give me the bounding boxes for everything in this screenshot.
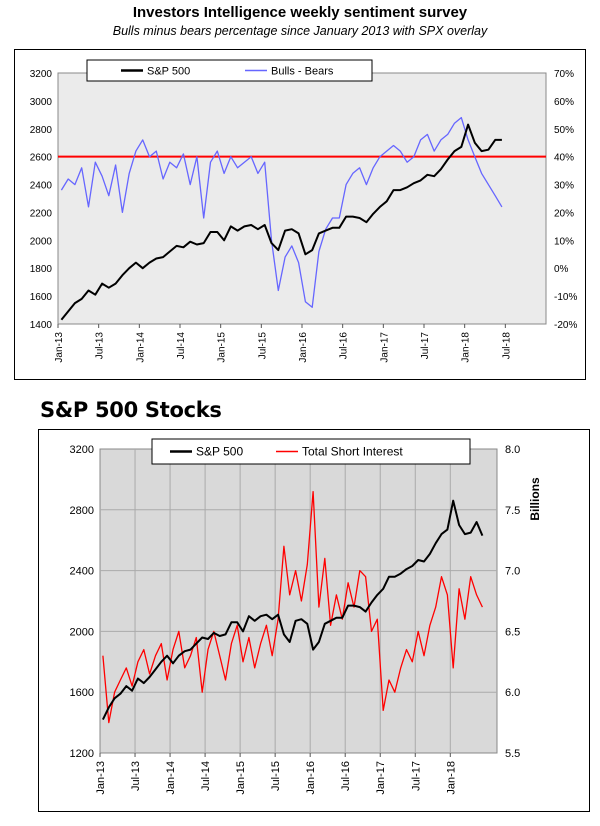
legend-label: S&P 500 bbox=[196, 445, 243, 459]
x-tick-label: Jan-15 bbox=[235, 761, 247, 795]
y-left-tick-label: 2400 bbox=[70, 566, 94, 578]
x-tick-label: Jul-13 bbox=[95, 332, 106, 360]
x-tick-label: Jan-16 bbox=[305, 761, 317, 795]
x-tick-label: Jul-16 bbox=[340, 761, 352, 791]
y-right-tick-label: 7.0 bbox=[505, 566, 520, 578]
y-left-tick-label: 1600 bbox=[30, 292, 53, 303]
x-tick-label: Jan-13 bbox=[54, 332, 65, 363]
x-tick-label: Jul-14 bbox=[200, 761, 212, 791]
chart1-title: Investors Intelligence weekly sentiment … bbox=[132, 4, 468, 21]
y-right-axis-title: Billions bbox=[528, 477, 542, 521]
y-left-tick-label: 2000 bbox=[70, 626, 94, 638]
legend-box bbox=[86, 59, 373, 82]
x-tick-label: Jan-17 bbox=[375, 761, 387, 795]
y-right-tick-label: 6.0 bbox=[505, 687, 520, 699]
y-right-tick-label: -20% bbox=[554, 320, 577, 331]
y-right-tick-label: 70% bbox=[554, 69, 574, 80]
y-left-tick-label: 1200 bbox=[70, 748, 94, 760]
y-left-tick-label: 2200 bbox=[30, 208, 53, 219]
y-right-tick-label: 50% bbox=[554, 125, 574, 136]
y-left-tick-label: 3000 bbox=[30, 97, 53, 108]
series-line-0 bbox=[60, 123, 502, 321]
y-left-tick-label: 3200 bbox=[70, 444, 94, 456]
y-left-tick-label: 1800 bbox=[30, 264, 53, 275]
plot-area bbox=[57, 72, 547, 325]
legend-label: Total Short Interest bbox=[302, 445, 403, 459]
y-right-tick-label: 20% bbox=[554, 208, 574, 219]
y-left-tick-label: 2800 bbox=[30, 125, 53, 136]
y-right-tick-label: 5.5 bbox=[505, 748, 520, 760]
chart1-svg: 1400 1600 1800 2000 2200 2400 2600 2800 3000 3200… bbox=[30, 59, 577, 363]
x-tick-label: Jul-16 bbox=[339, 332, 350, 360]
x-tick-label: Jan-18 bbox=[445, 761, 457, 795]
y-left-tick-label: 2800 bbox=[70, 505, 94, 517]
x-tick-label: Jan-17 bbox=[379, 332, 390, 363]
y-left-tick-label: 1400 bbox=[30, 320, 53, 331]
chart1-subtitle: Bulls minus bears percentage since Janua… bbox=[112, 24, 488, 38]
y-right-tick-label: 7.5 bbox=[505, 505, 520, 517]
series-line-1 bbox=[102, 490, 483, 724]
x-tick-label: Jan-16 bbox=[298, 332, 309, 363]
y-right-tick-label: -10% bbox=[554, 292, 577, 303]
y-left-tick-label: 1600 bbox=[70, 687, 94, 699]
x-tick-label: Jul-14 bbox=[176, 332, 187, 360]
plot-area bbox=[99, 448, 498, 754]
x-tick-label: Jul-17 bbox=[410, 761, 422, 791]
y-right-tick-label: 8.0 bbox=[505, 444, 520, 456]
series-line-0 bbox=[101, 499, 484, 721]
chart2-svg: 1200 1600 2000 2400 2800 3200 5.5 6.0 6.5 7.0 7.5 8… bbox=[70, 438, 542, 795]
y-left-tick-label: 2000 bbox=[30, 236, 53, 247]
y-right-tick-label: 10% bbox=[554, 236, 574, 247]
x-tick-label: Jan-14 bbox=[165, 761, 177, 795]
legend-box bbox=[151, 438, 471, 465]
y-right-tick-label: 6.5 bbox=[505, 626, 520, 638]
x-tick-label: Jul-15 bbox=[257, 332, 268, 360]
x-tick-label: Jan-15 bbox=[217, 332, 228, 363]
y-left-tick-label: 2400 bbox=[30, 181, 53, 192]
x-tick-label: Jan-18 bbox=[461, 332, 472, 363]
series-line-1 bbox=[60, 116, 503, 308]
y-left-tick-label: 3200 bbox=[30, 69, 53, 80]
legend-label: S&P 500 bbox=[147, 66, 190, 78]
chart1-frame: 1400 1600 1800 2000 2200 2400 2600 2800 3000 3200… bbox=[14, 49, 586, 380]
x-tick-label: Jul-13 bbox=[130, 761, 142, 791]
x-tick-label: Jul-18 bbox=[501, 332, 512, 360]
x-tick-label: Jan-13 bbox=[95, 761, 107, 795]
y-right-tick-label: 30% bbox=[554, 181, 574, 192]
x-tick-label: Jan-14 bbox=[135, 332, 146, 363]
y-left-tick-label: 2600 bbox=[30, 153, 53, 164]
y-right-tick-label: 40% bbox=[554, 153, 574, 164]
chart2-frame: 1200 1600 2000 2400 2800 3200 5.5 6.0 6.5 7.0 7.5 8… bbox=[38, 429, 590, 812]
chart2-title: S&P 500 Stocks bbox=[40, 398, 222, 422]
x-tick-label: Jul-15 bbox=[270, 761, 282, 791]
y-right-tick-label: 60% bbox=[554, 97, 574, 108]
x-tick-label: Jul-17 bbox=[420, 332, 431, 360]
y-right-tick-label: 0% bbox=[554, 264, 569, 275]
legend-label: Bulls - Bears bbox=[271, 66, 334, 78]
